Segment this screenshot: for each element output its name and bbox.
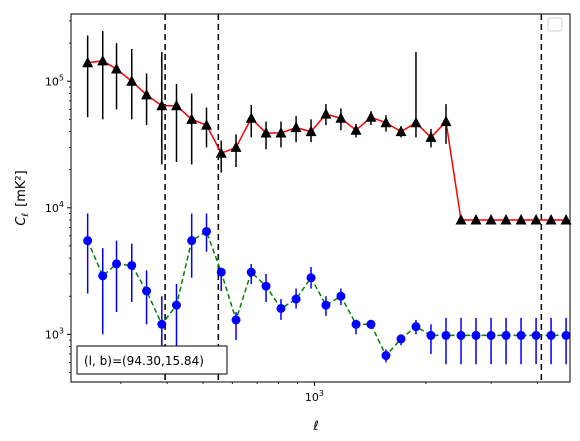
y-tick-label: 104 <box>45 200 64 215</box>
data-point-circle <box>547 331 556 340</box>
data-point-circle <box>262 282 271 291</box>
plot-area <box>82 14 571 382</box>
data-point-circle <box>366 320 375 329</box>
data-point-triangle <box>320 108 331 119</box>
data-point-circle <box>441 331 450 340</box>
data-point-triangle <box>111 63 122 74</box>
data-point-circle <box>352 320 361 329</box>
data-point-circle <box>411 322 420 331</box>
data-point-circle <box>321 301 330 310</box>
data-point-circle <box>307 273 316 282</box>
data-point-circle <box>202 227 211 236</box>
y-axis-label: Cℓ[mK²] <box>14 170 31 225</box>
data-point-triangle <box>291 122 302 133</box>
data-point-circle <box>517 331 526 340</box>
data-point-triangle <box>231 141 242 152</box>
y-tick-label: 103 <box>45 326 64 341</box>
x-tick-label: 103 <box>305 389 324 404</box>
x-axis-label: ℓ <box>312 419 318 434</box>
data-point-circle <box>157 320 166 329</box>
data-point-triangle <box>246 112 257 123</box>
data-point-circle <box>472 331 481 340</box>
data-point-circle <box>336 292 345 301</box>
svg-text:Cℓ[mK²]: Cℓ[mK²] <box>14 170 31 225</box>
data-point-triangle <box>440 116 451 127</box>
data-point-circle <box>187 236 196 245</box>
data-point-circle <box>172 301 181 310</box>
data-point-circle <box>142 286 151 295</box>
data-point-circle <box>276 304 285 313</box>
data-point-circle <box>562 331 571 340</box>
data-point-triangle <box>396 126 407 136</box>
annotation-text: (l, b)=(94.30,15.84) <box>84 354 204 368</box>
data-point-triangle <box>126 75 137 86</box>
data-point-circle <box>381 351 390 360</box>
data-point-triangle <box>410 117 421 128</box>
data-point-triangle <box>365 111 376 122</box>
data-point-circle <box>502 331 511 340</box>
data-point-circle <box>98 271 107 280</box>
data-point-circle <box>83 236 92 245</box>
data-point-circle <box>112 259 121 268</box>
data-point-circle <box>487 331 496 340</box>
data-point-circle <box>426 331 435 340</box>
data-point-circle <box>247 268 256 277</box>
data-point-triangle <box>97 55 108 65</box>
data-point-circle <box>397 334 406 343</box>
data-point-circle <box>292 295 301 304</box>
y-tick-label: 105 <box>45 73 64 88</box>
data-point-circle <box>532 331 541 340</box>
data-point-circle <box>127 261 136 270</box>
series-line-triangle <box>88 61 566 220</box>
axes-frame <box>71 14 570 382</box>
legend-box <box>548 18 562 31</box>
data-point-circle <box>217 268 226 277</box>
data-point-triangle <box>351 124 362 135</box>
annotation-box: (l, b)=(94.30,15.84) <box>77 346 227 374</box>
data-point-circle <box>457 331 466 340</box>
data-point-circle <box>232 315 241 324</box>
